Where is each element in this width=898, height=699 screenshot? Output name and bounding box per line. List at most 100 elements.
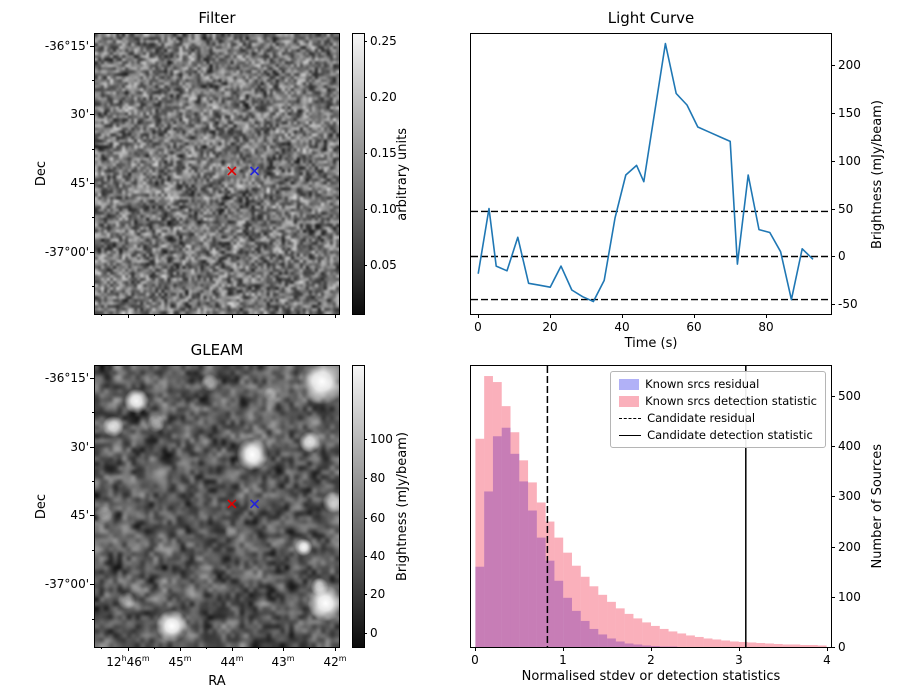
tick-mark: [90, 252, 94, 253]
y-tick-label: -36°15': [44, 39, 89, 53]
tick-mark: [831, 547, 835, 548]
tick-mark: [335, 647, 336, 651]
x-tick-label: 42m: [323, 654, 347, 669]
lightcurve-line: [477, 42, 814, 303]
hist-bar: [712, 639, 722, 647]
lightcurve-plot: [471, 42, 831, 303]
tick-mark: [831, 161, 835, 162]
marker-x: [227, 166, 237, 176]
gleam-colorbar-label: Brightness (mJy/beam): [394, 432, 410, 581]
hist-bar: [624, 613, 634, 647]
tick-mark: [92, 619, 94, 620]
colorbar-tick-label: 60: [370, 511, 386, 525]
colorbar-tick-label: 0.20: [370, 90, 397, 104]
tick-mark: [831, 496, 835, 497]
tick-mark: [283, 314, 284, 318]
y-tick-label: 30': [70, 107, 89, 121]
tick-mark: [90, 378, 94, 379]
hist-bar: [554, 537, 564, 647]
hist-bar: [528, 482, 537, 647]
x-tick-label: 80: [758, 320, 774, 334]
hist-bar: [475, 566, 485, 647]
tick-mark: [92, 286, 94, 287]
filter-title: Filter: [198, 9, 236, 27]
x-tick-label: 60: [686, 320, 702, 334]
tick-mark: [831, 446, 835, 447]
tick-mark: [258, 314, 259, 316]
tick-mark: [827, 647, 828, 651]
tick-mark: [831, 647, 835, 648]
y-tick-label: 0: [838, 640, 846, 654]
hist-bar: [642, 645, 651, 647]
gleam-ylabel: Dec: [33, 493, 49, 520]
hist-bar: [694, 636, 704, 647]
colorbar-tick-label: 80: [370, 471, 386, 485]
x-tick-label: 2: [647, 653, 655, 667]
x-tick-label: 0: [474, 320, 482, 334]
hist-bar: [580, 620, 590, 647]
tick-mark: [364, 478, 367, 479]
hist-bar: [817, 645, 827, 647]
tick-mark: [128, 314, 129, 318]
hist-bar: [528, 510, 537, 647]
hist-bar: [651, 625, 660, 647]
y-tick-label: 50: [838, 202, 854, 216]
hist-bar: [756, 642, 766, 647]
tick-mark: [90, 114, 94, 115]
hist-bar: [677, 633, 687, 647]
y-tick-label: 100: [838, 154, 861, 168]
filter-colorbar: arbitrary units 0.25 0.20 0.15 0.10 0.05: [352, 33, 410, 315]
tick-mark: [92, 550, 94, 551]
hist-bar: [598, 634, 608, 647]
hist-bar: [563, 597, 572, 647]
hist-bar: [809, 644, 818, 647]
hist-bar: [633, 644, 643, 647]
y-tick-label: 400: [838, 439, 861, 453]
hist-bar: [484, 376, 493, 647]
tick-mark: [364, 594, 367, 595]
y-tick-label: 150: [838, 106, 861, 120]
y-tick-label: 500: [838, 389, 861, 403]
legend-patch-residual: [619, 378, 640, 390]
tick-mark: [206, 314, 207, 316]
y-tick-label: 100: [838, 590, 861, 604]
tick-mark: [128, 647, 129, 651]
y-tick-label: -37°00': [44, 245, 89, 259]
x-tick-label: 3: [735, 653, 743, 667]
hist-bar: [773, 643, 783, 647]
lightcurve-ylabel-wrap: Brightness (mJy/beam): [869, 34, 885, 314]
gleam-image: [95, 366, 339, 647]
colorbar-tick-label: 20: [370, 587, 386, 601]
y-tick-label: 300: [838, 489, 861, 503]
tick-mark: [651, 647, 652, 651]
tick-mark: [92, 412, 94, 413]
hist-bar: [721, 640, 731, 647]
y-tick-label: 200: [838, 58, 861, 72]
tick-mark: [90, 447, 94, 448]
tick-mark: [154, 314, 155, 316]
tick-mark: [831, 396, 835, 397]
filter-markers-overlay: [227, 166, 260, 176]
hist-bar: [580, 576, 590, 647]
tick-mark: [364, 209, 367, 210]
legend-solid-line-icon: [619, 434, 642, 436]
hist-bar: [782, 644, 792, 647]
x-tick-label: 20: [542, 320, 558, 334]
hist-bar: [571, 565, 581, 647]
hist-bar: [615, 641, 625, 647]
hist-bar: [668, 646, 678, 647]
filter-colorbar-label: arbitrary units: [394, 127, 410, 221]
lightcurve-panel: Light Curve Time (s) Brightness (mJy/bea…: [470, 9, 885, 351]
x-tick-label: 45m: [168, 654, 192, 669]
y-tick-label: 200: [838, 540, 861, 554]
legend-label-candidate-detstat: Candidate detection statistic: [647, 428, 813, 442]
hist-bar: [642, 622, 651, 647]
tick-mark: [101, 647, 102, 649]
hist-bar: [730, 641, 739, 647]
hist-bar: [607, 601, 616, 647]
gleam-ylabel-wrap: Dec: [33, 366, 49, 647]
hist-bar: [607, 638, 616, 647]
legend-label-residual: Known srcs residual: [645, 377, 760, 391]
gleam-markers-overlay: [227, 499, 260, 509]
hist-bar: [492, 436, 502, 647]
